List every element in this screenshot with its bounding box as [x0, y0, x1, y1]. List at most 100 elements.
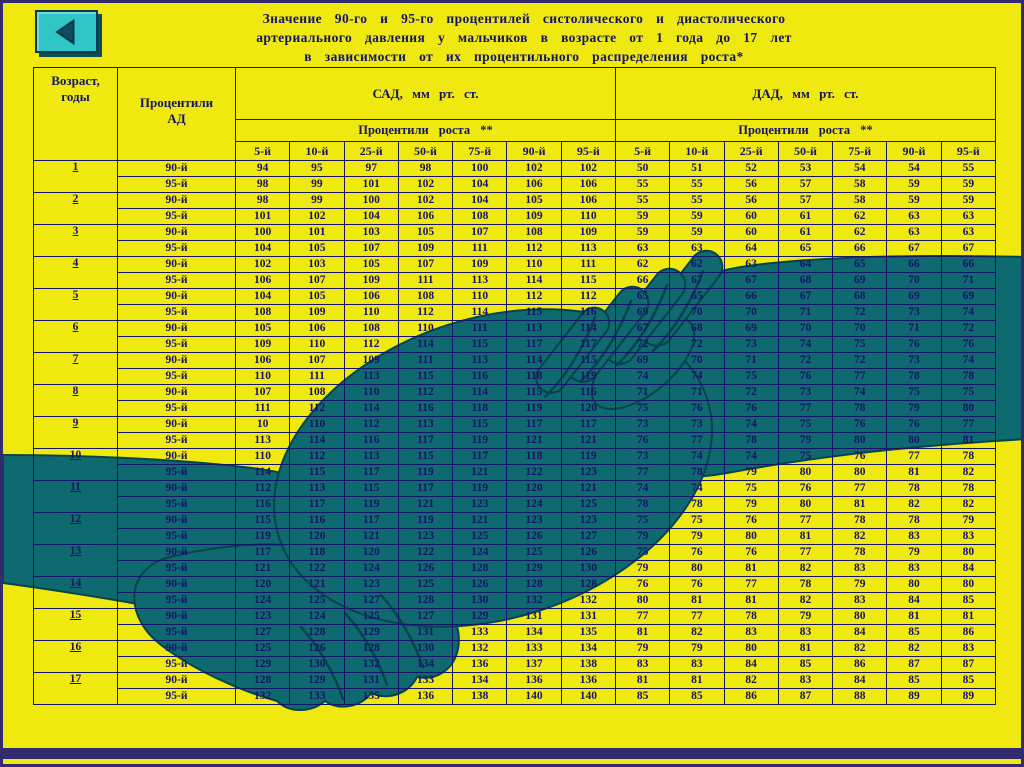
sbp-value-cell: 107 — [234, 384, 291, 401]
sbp-value-cell: 120 — [343, 544, 399, 561]
sbp-value-cell: 121 — [452, 464, 508, 481]
dbp-value-cell: 80 — [614, 592, 671, 609]
dbp-value-cell: 81 — [886, 464, 942, 481]
dbp-value-cell: 58 — [832, 176, 888, 193]
age-cell: 12 — [33, 512, 118, 545]
dbp-value-cell: 78 — [832, 512, 888, 529]
col-header-dbp-90: 90-й — [886, 141, 942, 161]
dbp-value-cell: 55 — [614, 192, 671, 209]
dbp-value-cell: 55 — [940, 160, 997, 177]
dbp-value-cell: 75 — [832, 336, 888, 353]
dbp-value-cell: 77 — [832, 480, 888, 497]
sbp-value-cell: 120 — [289, 528, 345, 545]
sbp-value-cell: 114 — [234, 464, 291, 481]
sbp-value-cell: 125 — [560, 496, 616, 513]
bp-percentile-label-cell: 95-й — [117, 496, 236, 513]
dbp-value-cell: 85 — [886, 672, 942, 689]
sbp-value-cell: 112 — [506, 288, 562, 305]
dbp-value-cell: 81 — [777, 640, 834, 657]
dbp-value-cell: 78 — [777, 576, 834, 593]
sbp-value-cell: 121 — [289, 576, 345, 593]
sbp-value-cell: 117 — [452, 448, 508, 465]
sbp-value-cell: 110 — [506, 256, 562, 273]
header-bp-line2: АД — [167, 111, 186, 127]
dbp-value-cell: 59 — [614, 208, 671, 225]
table-row: 95-й 129 130 132 134 136 137 138 83 83 84 85 86 87 87 — [34, 656, 997, 673]
sbp-value-cell: 113 — [452, 352, 508, 369]
dbp-value-cell: 63 — [614, 240, 671, 257]
dbp-value-cell: 85 — [940, 672, 997, 689]
title-line-3: в зависимости от их процентильного распр… — [304, 49, 744, 65]
sbp-value-cell: 102 — [289, 208, 345, 225]
sbp-value-cell: 117 — [397, 480, 454, 497]
sbp-value-cell: 121 — [506, 432, 562, 449]
table-row: 17 90-й 128 129 131 133 134 136 136 81 81 82 83 84 85 8… — [33, 672, 997, 705]
dbp-value-cell: 78 — [940, 480, 997, 497]
sbp-value-cell: 117 — [343, 464, 399, 481]
back-button[interactable] — [35, 10, 98, 53]
sbp-value-cell: 119 — [452, 432, 508, 449]
sbp-value-cell: 118 — [506, 448, 562, 465]
sbp-value-cell: 115 — [234, 512, 291, 529]
dbp-value-cell: 61 — [777, 208, 834, 225]
dbp-value-cell: 81 — [669, 672, 725, 689]
table-row: 1 90-й 94 95 97 98 100 102 102 50 51 52 53 54 54 55 — [33, 160, 997, 193]
table-row: 95-й 111 112 114 116 118 119 120 75 76 76 77 78 79 80 — [34, 400, 997, 417]
dbp-value-cell: 75 — [940, 384, 997, 401]
dbp-value-cell: 79 — [886, 400, 942, 417]
table-row: 10 90-й 110 112 113 115 117 118 119 73 74 74 75 76 77 7… — [33, 448, 997, 481]
dbp-value-cell: 62 — [669, 256, 725, 273]
sbp-value-cell: 126 — [506, 528, 562, 545]
sbp-value-cell: 106 — [234, 272, 291, 289]
sbp-value-cell: 111 — [452, 240, 508, 257]
sbp-value-cell: 110 — [452, 288, 508, 305]
bp-percentile-label-cell: 95-й — [117, 464, 236, 481]
dbp-value-cell: 84 — [832, 672, 888, 689]
table-row: 95-й 124 125 127 128 130 132 132 80 81 81 82 83 84 85 — [34, 592, 997, 609]
dbp-value-cell: 81 — [832, 496, 888, 513]
age-cell: 15 — [33, 608, 118, 641]
age-cell: 11 — [33, 480, 118, 513]
dbp-value-cell: 87 — [886, 656, 942, 673]
table-row: 95-й 106 107 109 111 113 114 115 66 67 67 68 69 70 71 — [34, 272, 997, 289]
sbp-value-cell: 133 — [289, 688, 345, 705]
sbp-value-cell: 119 — [234, 528, 291, 545]
dbp-value-cell: 57 — [777, 192, 834, 209]
dbp-value-cell: 68 — [777, 272, 834, 289]
sbp-value-cell: 104 — [452, 176, 508, 193]
bp-percentile-label-cell: 90-й — [117, 576, 236, 593]
sbp-value-cell: 121 — [397, 496, 454, 513]
sbp-value-cell: 130 — [560, 560, 616, 577]
sbp-value-cell: 112 — [234, 480, 291, 497]
table-row: 95-й 114 115 117 119 121 122 123 77 78 79 80 80 81 82 — [34, 464, 997, 481]
sbp-value-cell: 103 — [343, 224, 399, 241]
dbp-value-cell: 78 — [614, 496, 671, 513]
dbp-value-cell: 74 — [669, 368, 725, 385]
dbp-value-cell: 59 — [614, 224, 671, 241]
sbp-value-cell: 113 — [452, 272, 508, 289]
sbp-value-cell: 117 — [289, 496, 345, 513]
age-value: 3 — [72, 225, 79, 237]
sbp-value-cell: 119 — [506, 400, 562, 417]
sbp-value-cell: 106 — [343, 288, 399, 305]
sbp-value-cell: 102 — [397, 192, 454, 209]
dbp-value-cell: 83 — [777, 672, 834, 689]
dbp-value-cell: 77 — [723, 576, 779, 593]
sbp-value-cell: 127 — [234, 624, 291, 641]
dbp-value-cell: 70 — [886, 272, 942, 289]
dbp-value-cell: 69 — [832, 272, 888, 289]
dbp-value-cell: 71 — [777, 304, 834, 321]
header-sbp: САД, мм рт. ст. — [235, 67, 616, 120]
dbp-value-cell: 80 — [777, 464, 834, 481]
age-value: 1 — [72, 161, 79, 173]
sbp-value-cell: 115 — [452, 416, 508, 433]
bp-percentile-label-cell: 95-й — [117, 240, 236, 257]
sbp-value-cell: 116 — [452, 368, 508, 385]
table-row: 13 90-й 117 118 120 122 124 125 126 75 76 76 77 78 79 8… — [33, 544, 997, 577]
dbp-value-cell: 59 — [669, 208, 725, 225]
sbp-value-cell: 105 — [343, 256, 399, 273]
sbp-value-cell: 107 — [289, 272, 345, 289]
dbp-value-cell: 75 — [614, 512, 671, 529]
dbp-value-cell: 76 — [886, 416, 942, 433]
bp-percentile-label-cell: 95-й — [117, 592, 236, 609]
